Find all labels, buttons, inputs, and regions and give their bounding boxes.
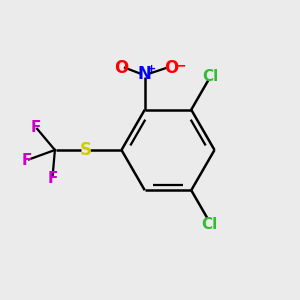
- Text: S: S: [80, 141, 92, 159]
- Text: Cl: Cl: [202, 70, 218, 85]
- Text: Cl: Cl: [201, 217, 217, 232]
- Text: N: N: [138, 65, 152, 83]
- Text: −: −: [174, 58, 186, 72]
- Text: O: O: [114, 59, 128, 77]
- Text: F: F: [30, 119, 41, 134]
- Text: +: +: [147, 64, 156, 74]
- Text: O: O: [164, 59, 178, 77]
- Text: F: F: [47, 171, 58, 186]
- Text: F: F: [22, 153, 32, 168]
